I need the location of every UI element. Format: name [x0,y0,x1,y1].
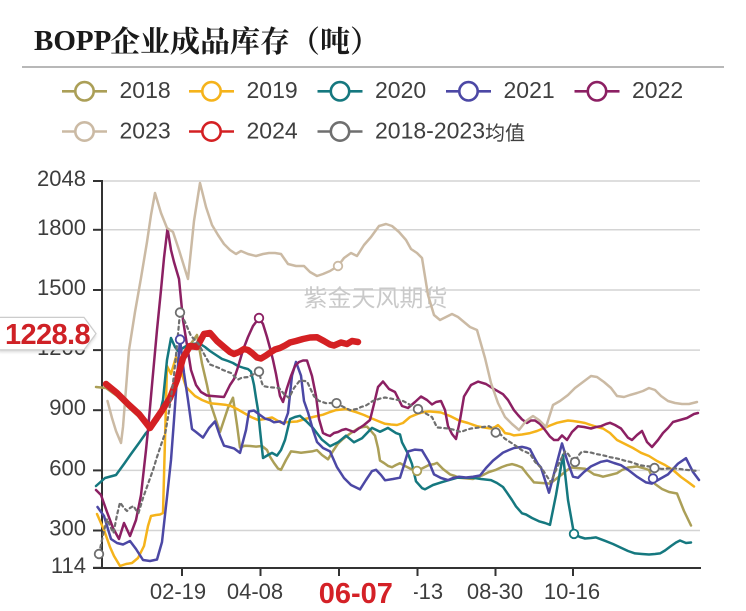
svg-text:300: 300 [49,516,86,541]
svg-text:2020: 2020 [375,77,426,103]
svg-text:08-30: 08-30 [467,579,523,604]
svg-text:10-16: 10-16 [544,579,600,604]
svg-text:2024: 2024 [247,117,298,143]
svg-text:2023: 2023 [120,117,171,143]
svg-text:06-07: 06-07 [319,578,393,610]
svg-text:2021: 2021 [504,77,555,103]
svg-text:2018-2023: 2018-2023 [375,117,485,143]
svg-text:114: 114 [51,553,86,578]
svg-text:1228.8: 1228.8 [5,319,91,351]
svg-text:BOPP: BOPP [34,25,111,57]
svg-text:900: 900 [49,395,86,420]
svg-text:2018: 2018 [120,77,171,103]
svg-text:1500: 1500 [37,275,86,300]
svg-text:1800: 1800 [37,215,86,240]
svg-text:2019: 2019 [247,77,298,103]
svg-text:02-19: 02-19 [150,579,206,604]
svg-text:600: 600 [49,455,86,480]
svg-text:2048: 2048 [37,166,86,191]
svg-text:04-08: 04-08 [227,579,283,604]
svg-text:2022: 2022 [632,77,683,103]
